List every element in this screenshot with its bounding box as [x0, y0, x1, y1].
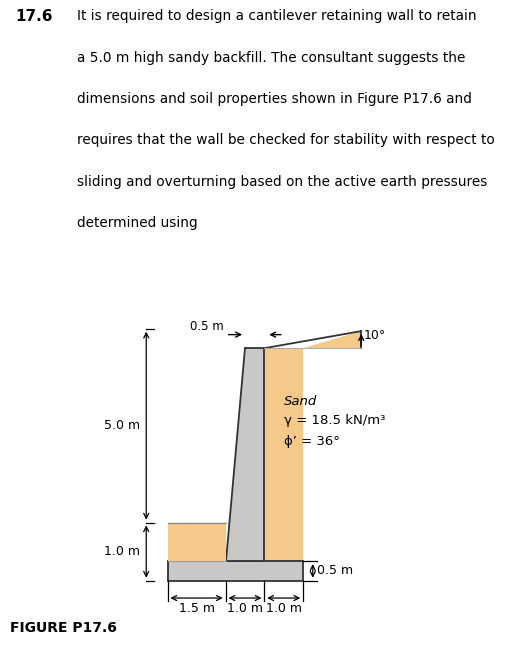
Text: γ = 18.5 kN/m³: γ = 18.5 kN/m³ [284, 414, 385, 427]
Text: 1.0 m: 1.0 m [104, 545, 141, 558]
Text: requires that the wall be checked for stability with respect to: requires that the wall be checked for st… [77, 133, 494, 147]
Text: 0.5 m: 0.5 m [190, 320, 224, 333]
Text: FIGURE P17.6: FIGURE P17.6 [10, 621, 117, 634]
Text: sliding and overturning based on the active earth pressures: sliding and overturning based on the act… [77, 175, 487, 189]
Text: 5.0 m: 5.0 m [104, 419, 141, 432]
Text: 17.6: 17.6 [16, 9, 53, 25]
Text: 0.5 m: 0.5 m [317, 564, 354, 577]
Polygon shape [226, 348, 264, 562]
Text: 10°: 10° [364, 330, 386, 342]
Text: determined using: determined using [77, 216, 197, 230]
Polygon shape [168, 562, 303, 581]
Text: dimensions and soil properties shown in Figure P17.6 and: dimensions and soil properties shown in … [77, 92, 472, 106]
Text: a 5.0 m high sandy backfill. The consultant suggests the: a 5.0 m high sandy backfill. The consult… [77, 51, 465, 65]
Text: Sand: Sand [284, 394, 317, 408]
Text: 1.0 m: 1.0 m [266, 602, 302, 615]
Text: It is required to design a cantilever retaining wall to retain: It is required to design a cantilever re… [77, 9, 476, 23]
Text: ϕ’ = 36°: ϕ’ = 36° [284, 436, 340, 448]
Polygon shape [168, 522, 226, 562]
Text: 1.0 m: 1.0 m [227, 602, 263, 615]
Text: 1.5 m: 1.5 m [179, 602, 215, 615]
Polygon shape [264, 331, 361, 562]
